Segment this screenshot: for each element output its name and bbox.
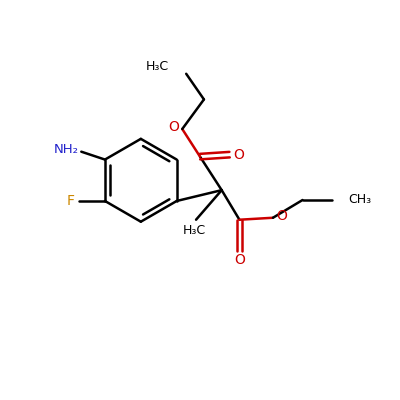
- Text: NH₂: NH₂: [54, 143, 79, 156]
- Text: CH₃: CH₃: [349, 194, 372, 206]
- Text: O: O: [233, 148, 244, 162]
- Text: H₃C: H₃C: [182, 224, 206, 237]
- Text: O: O: [276, 209, 287, 223]
- Text: O: O: [168, 120, 179, 134]
- Text: H₃C: H₃C: [145, 60, 168, 73]
- Text: O: O: [234, 253, 245, 267]
- Text: F: F: [67, 194, 75, 208]
